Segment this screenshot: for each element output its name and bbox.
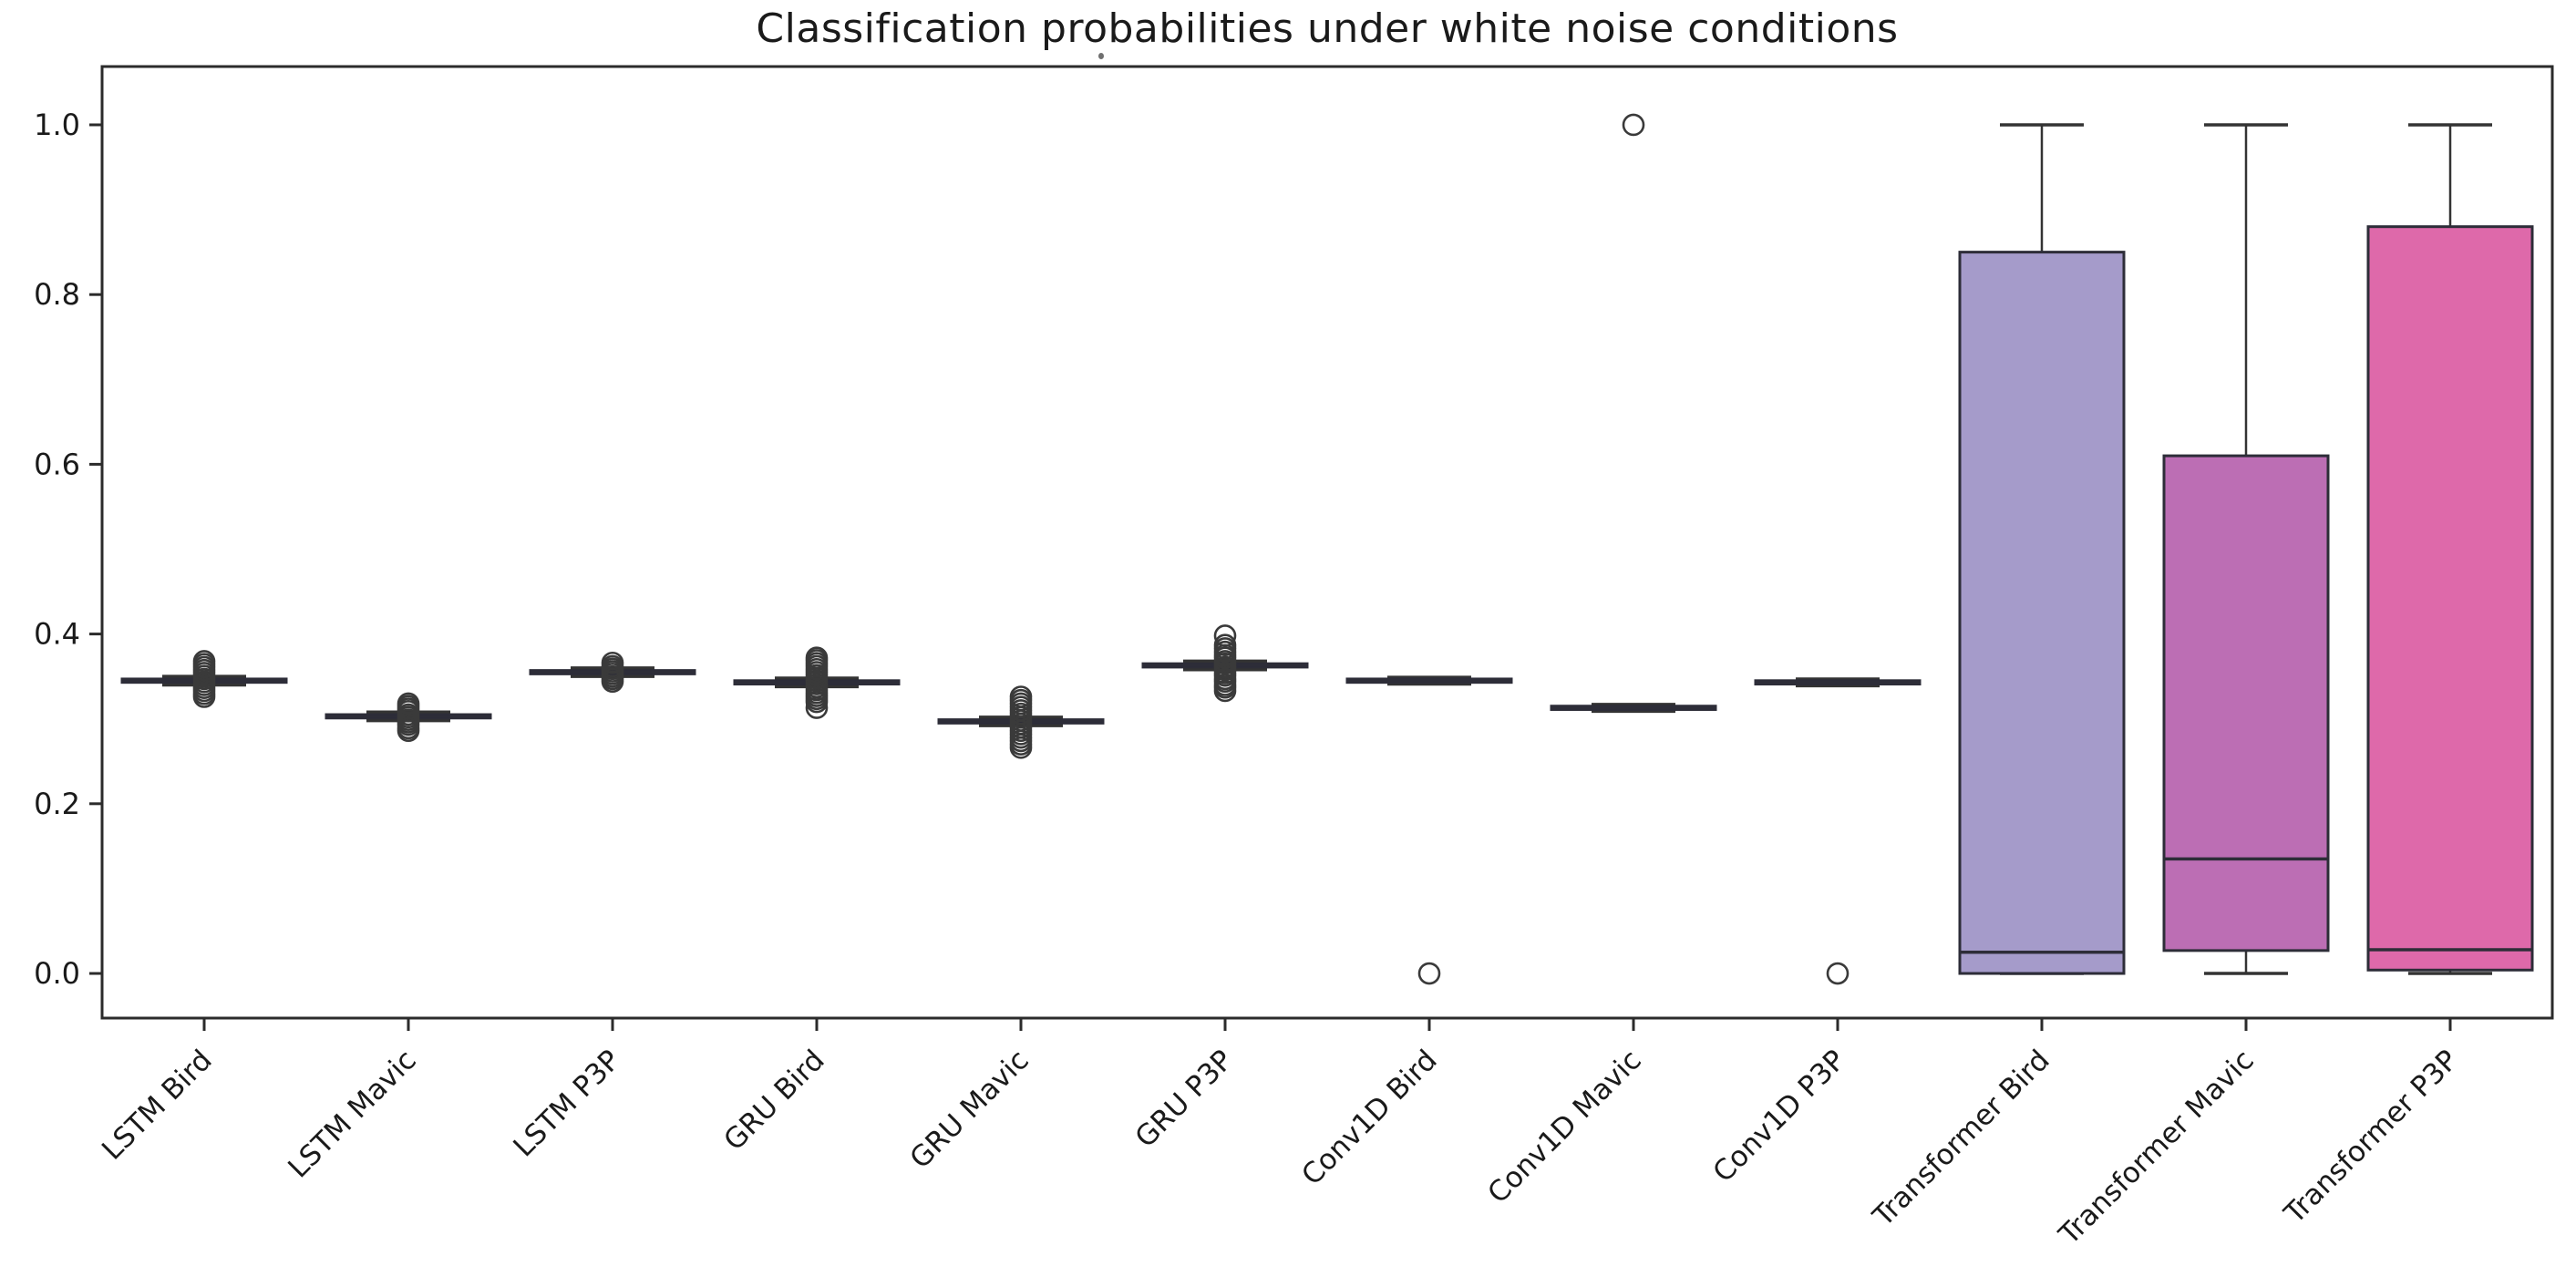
x-tick-label-gru-p3p: GRU P3P (1129, 1044, 1240, 1154)
y-tick-label: 0.0 (34, 956, 80, 991)
x-tick-label-gru-mavic: GRU Mavic (904, 1044, 1036, 1175)
outlier-point-gru-bird (805, 646, 829, 669)
x-tick-label-transformer-p3p: Transformer P3P (2278, 1044, 2465, 1230)
outlier-point-conv1d-p3p (1826, 962, 1850, 985)
outlier-point-conv1d-mavic (1622, 113, 1645, 137)
x-tick-label-gru-bird: GRU Bird (717, 1044, 830, 1157)
x-tick-label-conv1d-bird: Conv1D Bird (1295, 1044, 1444, 1192)
box-transformer-mavic (2162, 454, 2330, 952)
x-tick-label-transformer-mavic: Transformer Mavic (2053, 1044, 2261, 1251)
outlier-point-lstm-bird (192, 650, 216, 673)
chart-title: Classification probabilities under white… (756, 5, 1899, 52)
x-tick-label-lstm-mavic: LSTM Mavic (282, 1044, 422, 1184)
y-tick-label: 1.0 (34, 108, 80, 142)
box-transformer-p3p (2366, 225, 2534, 972)
y-tick-label: 0.8 (34, 277, 80, 312)
stray-dot-artifact (1098, 53, 1104, 59)
x-tick-label-lstm-p3p: LSTM P3P (507, 1044, 626, 1163)
x-tick-label-conv1d-mavic: Conv1D Mavic (1481, 1044, 1647, 1209)
outlier-point-conv1d-bird (1417, 962, 1441, 985)
outlier-point-lstm-mavic (397, 692, 420, 715)
x-tick-label-lstm-bird: LSTM Bird (96, 1044, 219, 1167)
box-transformer-bird (1958, 251, 2126, 975)
outlier-point-lstm-p3p (601, 651, 624, 674)
y-tick-label: 0.4 (34, 617, 80, 652)
x-tick-label-transformer-bird: Transformer Bird (1866, 1044, 2056, 1233)
y-tick-label: 0.6 (34, 447, 80, 481)
plot-border (100, 65, 2554, 1020)
outlier-point-gru-p3p (1213, 624, 1237, 647)
outlier-point-gru-mavic (1009, 685, 1033, 708)
outlier-point-gru-p3p (1213, 633, 1237, 657)
y-tick-label: 0.2 (34, 787, 80, 821)
x-tick-label-conv1d-p3p: Conv1D P3P (1706, 1044, 1851, 1189)
